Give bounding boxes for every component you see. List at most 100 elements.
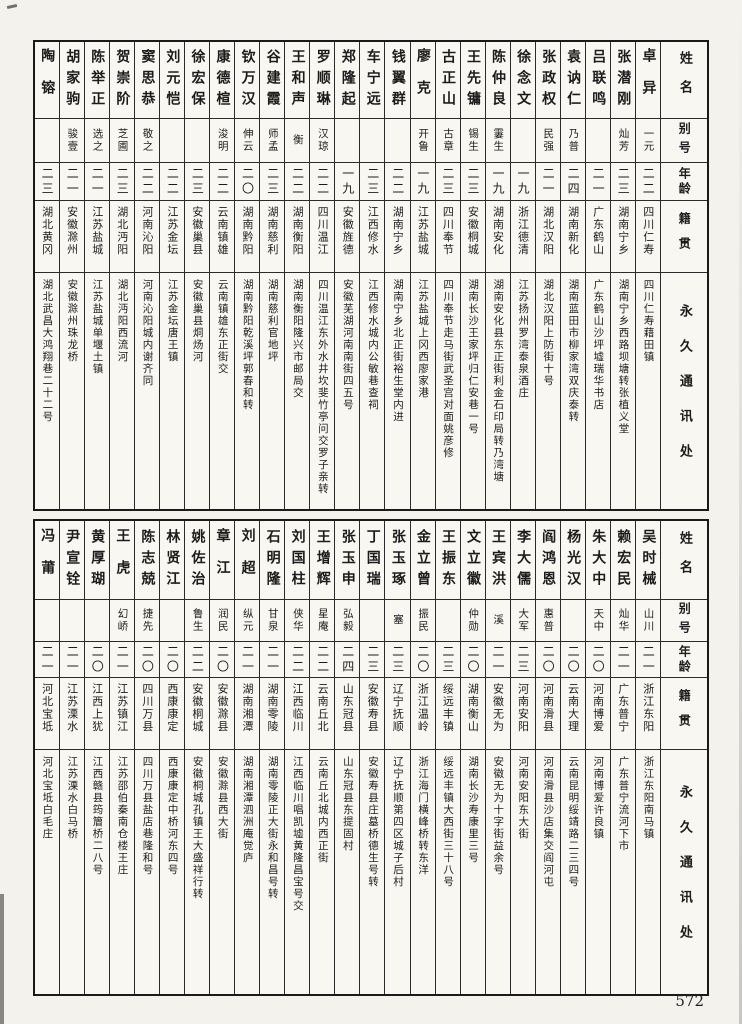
entry-native-text: 安徽巢县 (190, 206, 204, 256)
entry-name: 吴时械 (636, 521, 660, 599)
entry-addr: 湖北汉阳上防街十号 (535, 272, 560, 509)
entry-alias: 灿华 (610, 599, 635, 641)
entry-addr-text: 绥远丰镇大西街三十八号 (442, 756, 455, 888)
entry-age-text: 二〇 (140, 644, 155, 675)
entry-name: 刘国柱 (285, 521, 309, 599)
entry-name-text: 钦万汉 (239, 48, 256, 112)
entry-name-text: 张玉琢 (389, 528, 406, 592)
entry-alias-text: 弘毅 (341, 608, 354, 633)
entry-alias: 幻峤 (109, 599, 135, 641)
entry-name-text: 谷建霞 (264, 48, 281, 112)
entry-alias-text: 幻峤 (116, 608, 129, 633)
entry-alias: 侠华 (285, 599, 310, 641)
entry-alias-text: 天中 (592, 608, 605, 633)
entry-name-text: 陶镕 (39, 48, 56, 112)
header-addr: 永久通讯处 (661, 272, 707, 509)
entry-age: 二四 (560, 162, 585, 200)
entry-addr: 河北宝坻白毛庄 (34, 749, 59, 994)
entry-age: 二一 (535, 162, 560, 200)
entry-alias: 天中 (585, 599, 610, 641)
entry-column: 陈举正 选之 二一 江苏盐城 江苏盐城单堰土镇 (83, 42, 109, 509)
entry-column: 郑隆起 一九 安徽旌德 安徽芜湖河南南街四五号 (334, 42, 360, 509)
entry-alias: 开鲁 (410, 118, 435, 162)
entry-name: 王虎 (110, 521, 134, 599)
entry-addr-text: 四川温江东外水井坎斐竹亭问交罗子亲转 (316, 279, 329, 495)
entry-name: 张政权 (536, 42, 560, 118)
entry-native: 安徽滁州 (59, 200, 84, 272)
entry-age: 二三 (460, 162, 485, 200)
header-alias: 别号 (661, 599, 707, 641)
entry-alias (435, 599, 460, 641)
entry-name-text: 王虎 (114, 528, 131, 592)
entry-name-text: 卓异 (640, 48, 657, 112)
entry-name: 尹宣铨 (60, 521, 84, 599)
entry-native: 湖北黄冈 (34, 200, 59, 272)
header-name: 姓名 (661, 42, 707, 118)
entry-addr-text: 湖南零陵正大街永和昌号转 (266, 756, 279, 900)
entry-column: 王增辉 星庵 二二 云南丘北 云南丘北城内西正街 (309, 521, 335, 994)
entry-addr-text: 云南昆明绥靖路二三四号 (567, 756, 580, 888)
entry-native-text: 湖北沔阳 (115, 206, 129, 256)
entry-name: 谷建霞 (260, 42, 284, 118)
entry-age-text: 二三 (440, 166, 455, 197)
entry-name-text: 廖克 (414, 48, 431, 112)
entry-name-text: 张政权 (540, 48, 557, 112)
entry-name-text: 王先镛 (464, 48, 481, 112)
entry-addr: 西康康定中桥河东四号 (160, 749, 185, 994)
entry-native: 云南丘北 (310, 677, 335, 749)
entry-alias: 锡生 (460, 118, 485, 162)
entry-native-text: 安徽桐城 (190, 683, 204, 733)
entry-addr-text: 辽宁抚顺第四区城子后村 (392, 756, 405, 888)
entry-column: 文立徽 仲勋 二〇 湖南衡山 湖南长沙寿康里三号 (459, 521, 485, 994)
entry-name-text: 黄厚瑚 (89, 528, 106, 592)
entry-native-text: 安徽无为 (491, 683, 505, 733)
entry-column: 林贤江 二〇 西康康定 西康康定中桥河东四号 (159, 521, 185, 994)
entry-alias: 溪 (485, 599, 510, 641)
entry-native: 安徽旌德 (335, 200, 360, 272)
entry-native: 江西上犹 (84, 677, 109, 749)
entry-column: 康德楦 浚明 二二 云南镇雄 云南镇雄东正街交 (209, 42, 235, 509)
entry-addr: 云南昆明绥靖路二三四号 (560, 749, 585, 994)
entry-native-text: 江西临川 (291, 683, 305, 733)
entry-alias (585, 118, 610, 162)
entry-addr-text: 安徽滁县西大街 (216, 756, 229, 840)
entry-alias: 塞 (385, 599, 410, 641)
entry-addr-text: 四川仁寿藉田镇 (642, 279, 655, 363)
entry-age: 一九 (510, 162, 535, 200)
entry-native: 安徽桐城 (185, 677, 210, 749)
entry-addr: 四川温江东外水井坎斐竹亭问交罗子亲转 (310, 272, 335, 509)
entry-addr-text: 湖南长沙王家坪归仁安巷一号 (467, 279, 480, 435)
entry-native: 湖南衡阳 (285, 200, 310, 272)
entry-native: 江苏镇江 (109, 677, 135, 749)
entry-age-text: 一九 (490, 166, 505, 197)
entry-alias-text: 师孟 (266, 128, 279, 153)
entry-alias-text: 锡生 (467, 128, 480, 153)
entry-name: 贺崇阶 (110, 42, 134, 118)
entry-name-text: 胡家驹 (64, 48, 81, 112)
entry-name: 张潜刚 (611, 42, 635, 118)
entry-age-text: 二一 (591, 166, 606, 197)
entry-age-text: 二〇 (215, 644, 230, 675)
header-native-text: 籍贯 (677, 688, 692, 739)
entry-name-text: 贺崇阶 (114, 48, 131, 112)
entry-name-text: 王和声 (289, 48, 306, 112)
entry-age: 一九 (335, 162, 360, 200)
entry-column: 王振东 二三 绥远丰镇 绥远丰镇大西街三十八号 (434, 521, 460, 994)
entry-age-text: 二一 (490, 644, 505, 675)
entry-alias-text: 浚明 (216, 128, 229, 153)
entry-name: 窦思恭 (135, 42, 159, 118)
entry-column: 刘元恺 二二 江苏金坛 江苏金坛唐王镇 (159, 42, 185, 509)
entry-native-text: 湖北汉阳 (541, 206, 555, 256)
entry-age: 一九 (485, 162, 510, 200)
entry-addr: 河南博爱许良镇 (585, 749, 610, 994)
entry-name: 陈仲良 (486, 42, 510, 118)
entry-age: 二〇 (235, 162, 260, 200)
entry-alias: 骏壹 (59, 118, 84, 162)
entry-age-text: 二〇 (591, 644, 606, 675)
entry-native-text: 江苏盐城 (416, 206, 430, 256)
entry-alias: 仲勋 (460, 599, 485, 641)
entry-addr: 湖南衡阳隆兴市邮局交 (285, 272, 310, 509)
entry-addr-text: 四川奉节走马街武圣宫对面姚彦修 (442, 279, 455, 459)
entry-native-text: 四川仁寿 (641, 206, 655, 256)
entry-native-text: 湖南湘潭 (241, 683, 254, 733)
